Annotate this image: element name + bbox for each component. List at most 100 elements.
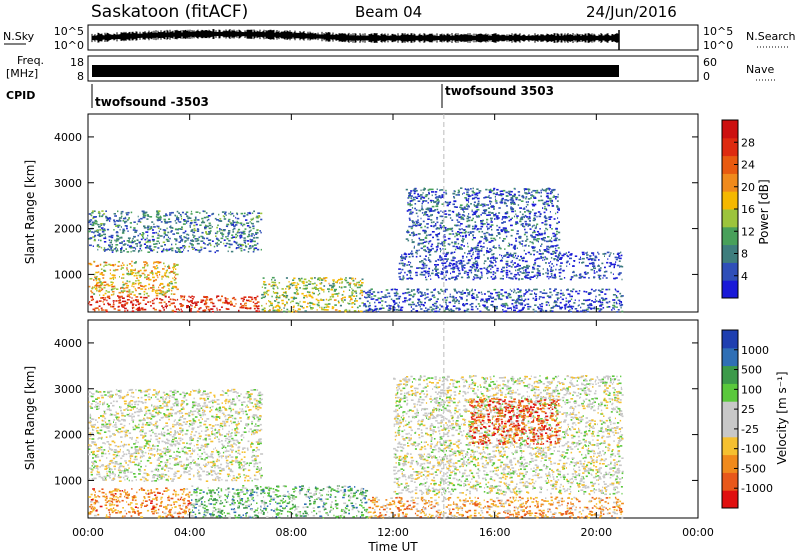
- power-cell: [455, 215, 458, 217]
- power-cell: [175, 273, 179, 276]
- power-cell: [255, 216, 257, 219]
- power-cell: [188, 234, 190, 236]
- power-cell: [434, 268, 437, 270]
- power-cell: [526, 264, 529, 267]
- power-cell: [344, 278, 346, 281]
- power-cell: [413, 192, 416, 195]
- power-cell: [266, 290, 268, 293]
- power-cell: [613, 306, 616, 308]
- power-cell: [554, 235, 557, 237]
- power-cell: [458, 191, 460, 193]
- power-cell: [193, 235, 196, 237]
- power-cell: [196, 230, 200, 232]
- power-cell: [538, 253, 542, 255]
- power-cell: [529, 211, 532, 213]
- power-cell: [139, 245, 142, 248]
- power-cell: [412, 198, 416, 201]
- power-cell: [116, 238, 120, 240]
- power-cell: [534, 292, 536, 294]
- power-cell: [593, 301, 596, 303]
- power-cell: [121, 286, 124, 289]
- power-cell: [244, 307, 247, 309]
- power-cell: [567, 255, 570, 258]
- power-cell: [417, 244, 420, 246]
- power-cell: [203, 247, 207, 249]
- power-cell: [467, 231, 470, 234]
- velocity-cell: [170, 516, 172, 518]
- power-cell: [147, 264, 149, 266]
- power-cell: [103, 247, 106, 249]
- power-cell: [496, 269, 499, 272]
- power-cell: [555, 227, 558, 230]
- power-cell: [103, 249, 107, 251]
- power-cell: [549, 291, 552, 294]
- velocity-cell: [101, 491, 104, 494]
- power-cell: [88, 262, 92, 265]
- power-cell: [566, 260, 569, 263]
- power-cell: [407, 203, 409, 206]
- power-cell: [413, 245, 415, 248]
- power-cell: [419, 239, 422, 241]
- power-cell: [122, 284, 125, 286]
- power-cell: [558, 271, 562, 274]
- power-cell: [131, 272, 135, 274]
- power-cell: [367, 305, 370, 308]
- power-cell: [133, 294, 136, 296]
- power-cell: [393, 303, 396, 305]
- power-cell: [111, 290, 115, 293]
- power-cell: [170, 293, 173, 295]
- power-cell: [98, 233, 101, 235]
- power-cell: [407, 253, 411, 255]
- power-cell: [502, 278, 504, 280]
- power-cell: [120, 236, 123, 239]
- power-cell: [541, 232, 543, 235]
- power-cell: [448, 233, 452, 235]
- power-cell: [453, 296, 455, 298]
- power-cell: [545, 200, 548, 203]
- power-cell: [248, 247, 251, 250]
- power-cell: [486, 204, 488, 206]
- power-cell: [555, 305, 558, 307]
- power-cell: [410, 252, 413, 255]
- power-cell: [166, 240, 170, 242]
- power-cell: [552, 232, 555, 235]
- power-cell: [131, 297, 133, 299]
- power-cell: [496, 267, 499, 270]
- power-cell: [413, 196, 415, 199]
- power-cell: [436, 216, 439, 219]
- power-cell: [430, 309, 432, 311]
- beam-title: Beam 04: [355, 3, 422, 21]
- power-cell: [93, 261, 95, 263]
- power-cell: [569, 295, 571, 298]
- power-cell: [147, 295, 149, 297]
- power-cell: [103, 213, 106, 215]
- power-cell: [540, 257, 542, 259]
- power-cell: [476, 296, 479, 298]
- power-cell: [206, 237, 209, 240]
- power-cell: [427, 308, 430, 311]
- power-cell: [410, 294, 413, 297]
- velocity-cell: [102, 491, 105, 494]
- power-cell: [240, 231, 242, 234]
- velocity-cell: [125, 493, 128, 496]
- power-cell: [417, 200, 421, 202]
- power-cell: [399, 278, 402, 280]
- power-cell: [146, 226, 150, 229]
- power-cell: [526, 238, 529, 241]
- power-cell: [487, 272, 489, 274]
- power-cell: [455, 307, 458, 309]
- power-cell: [100, 307, 103, 310]
- power-cell: [480, 236, 483, 238]
- power-cell: [455, 265, 459, 267]
- power-cell: [103, 281, 107, 283]
- power-cell: [554, 238, 557, 240]
- power-cell: [422, 229, 425, 232]
- power-cell: [226, 225, 229, 228]
- power-cell: [524, 223, 528, 225]
- power-cell: [110, 305, 113, 308]
- power-cell: [177, 232, 180, 235]
- power-cell: [560, 267, 562, 270]
- power-cell: [161, 287, 164, 289]
- power-cell: [166, 284, 169, 287]
- power-cell: [421, 267, 424, 270]
